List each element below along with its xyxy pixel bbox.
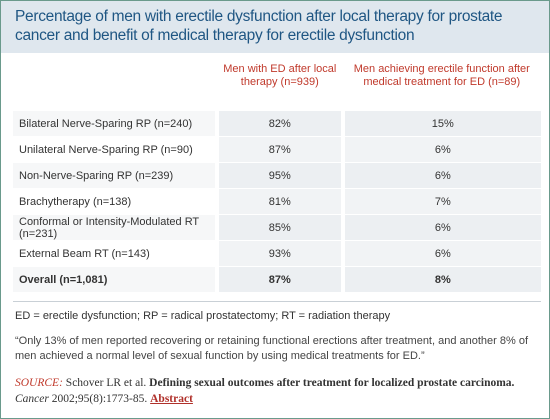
row-label: Unilateral Nerve-Sparing RP (n=90) (13, 136, 217, 163)
cell: 6% (340, 162, 541, 189)
row-label: Bilateral Nerve-Sparing RP (n=240) (13, 111, 217, 137)
cell: 6% (340, 214, 541, 241)
corner (13, 59, 217, 111)
table-row: Overall (n=1,081) 87% 8% (13, 266, 541, 293)
table-row: Bilateral Nerve-Sparing RP (n=240) 82% 15% (13, 111, 541, 137)
table: Men with ED after local therapy (n=939) … (13, 59, 541, 293)
cell: 85% (215, 214, 343, 241)
source-label: SOURCE: (15, 377, 63, 389)
divider (13, 301, 541, 302)
authors: Schover LR et al. (65, 377, 147, 389)
column-header: Men achieving erectile function after me… (353, 63, 530, 88)
journal: Cancer (15, 393, 49, 405)
abstract-link[interactable]: Abstract (150, 393, 193, 405)
row-label: Non-Nerve-Sparing RP (n=239) (13, 162, 217, 189)
table-row: External Beam RT (n=143) 93% 6% (13, 240, 541, 267)
table-body: Bilateral Nerve-Sparing RP (n=240) 82% 15%… (13, 111, 541, 293)
cell: 7% (340, 188, 541, 215)
cell: 82% (215, 111, 343, 137)
row-label: External Beam RT (n=143) (13, 240, 217, 267)
row-label: Brachytherapy (n=138) (13, 188, 217, 215)
cell: 81% (215, 188, 343, 215)
cell: 15% (340, 111, 541, 137)
quote: “Only 13% of men reported recovering or … (15, 335, 529, 362)
article-title: Defining sexual outcomes after treatment… (149, 377, 515, 389)
cell: 8% (340, 266, 541, 293)
cell: 95% (215, 162, 343, 189)
table-row: Conformal or Intensity-Modulated RT (n=2… (13, 214, 541, 241)
cell: 87% (215, 136, 343, 163)
cell: 87% (215, 266, 343, 293)
source: SOURCE: Schover LR et al. Defining sexua… (15, 375, 535, 407)
title: Percentage of men with erectile dysfunct… (1, 1, 549, 53)
header-row: Men with ED after local therapy (n=939) … (13, 59, 541, 111)
table-row: Non-Nerve-Sparing RP (n=239) 95% 6% (13, 162, 541, 189)
column-header: Men with ED after local therapy (n=939) (223, 63, 337, 88)
table-row: Brachytherapy (n=138) 81% 7% (13, 188, 541, 215)
row-label: Conformal or Intensity-Modulated RT (n=2… (13, 214, 217, 241)
cell: 6% (340, 240, 541, 267)
row-label: Overall (n=1,081) (13, 266, 217, 293)
citation: 2002;95(8):1773-85. (51, 393, 148, 405)
cell: 93% (215, 240, 343, 267)
table-row: Unilateral Nerve-Sparing RP (n=90) 87% 6% (13, 136, 541, 163)
cell: 6% (340, 136, 541, 163)
abbreviations: ED = erectile dysfunction; RP = radical … (15, 310, 391, 322)
